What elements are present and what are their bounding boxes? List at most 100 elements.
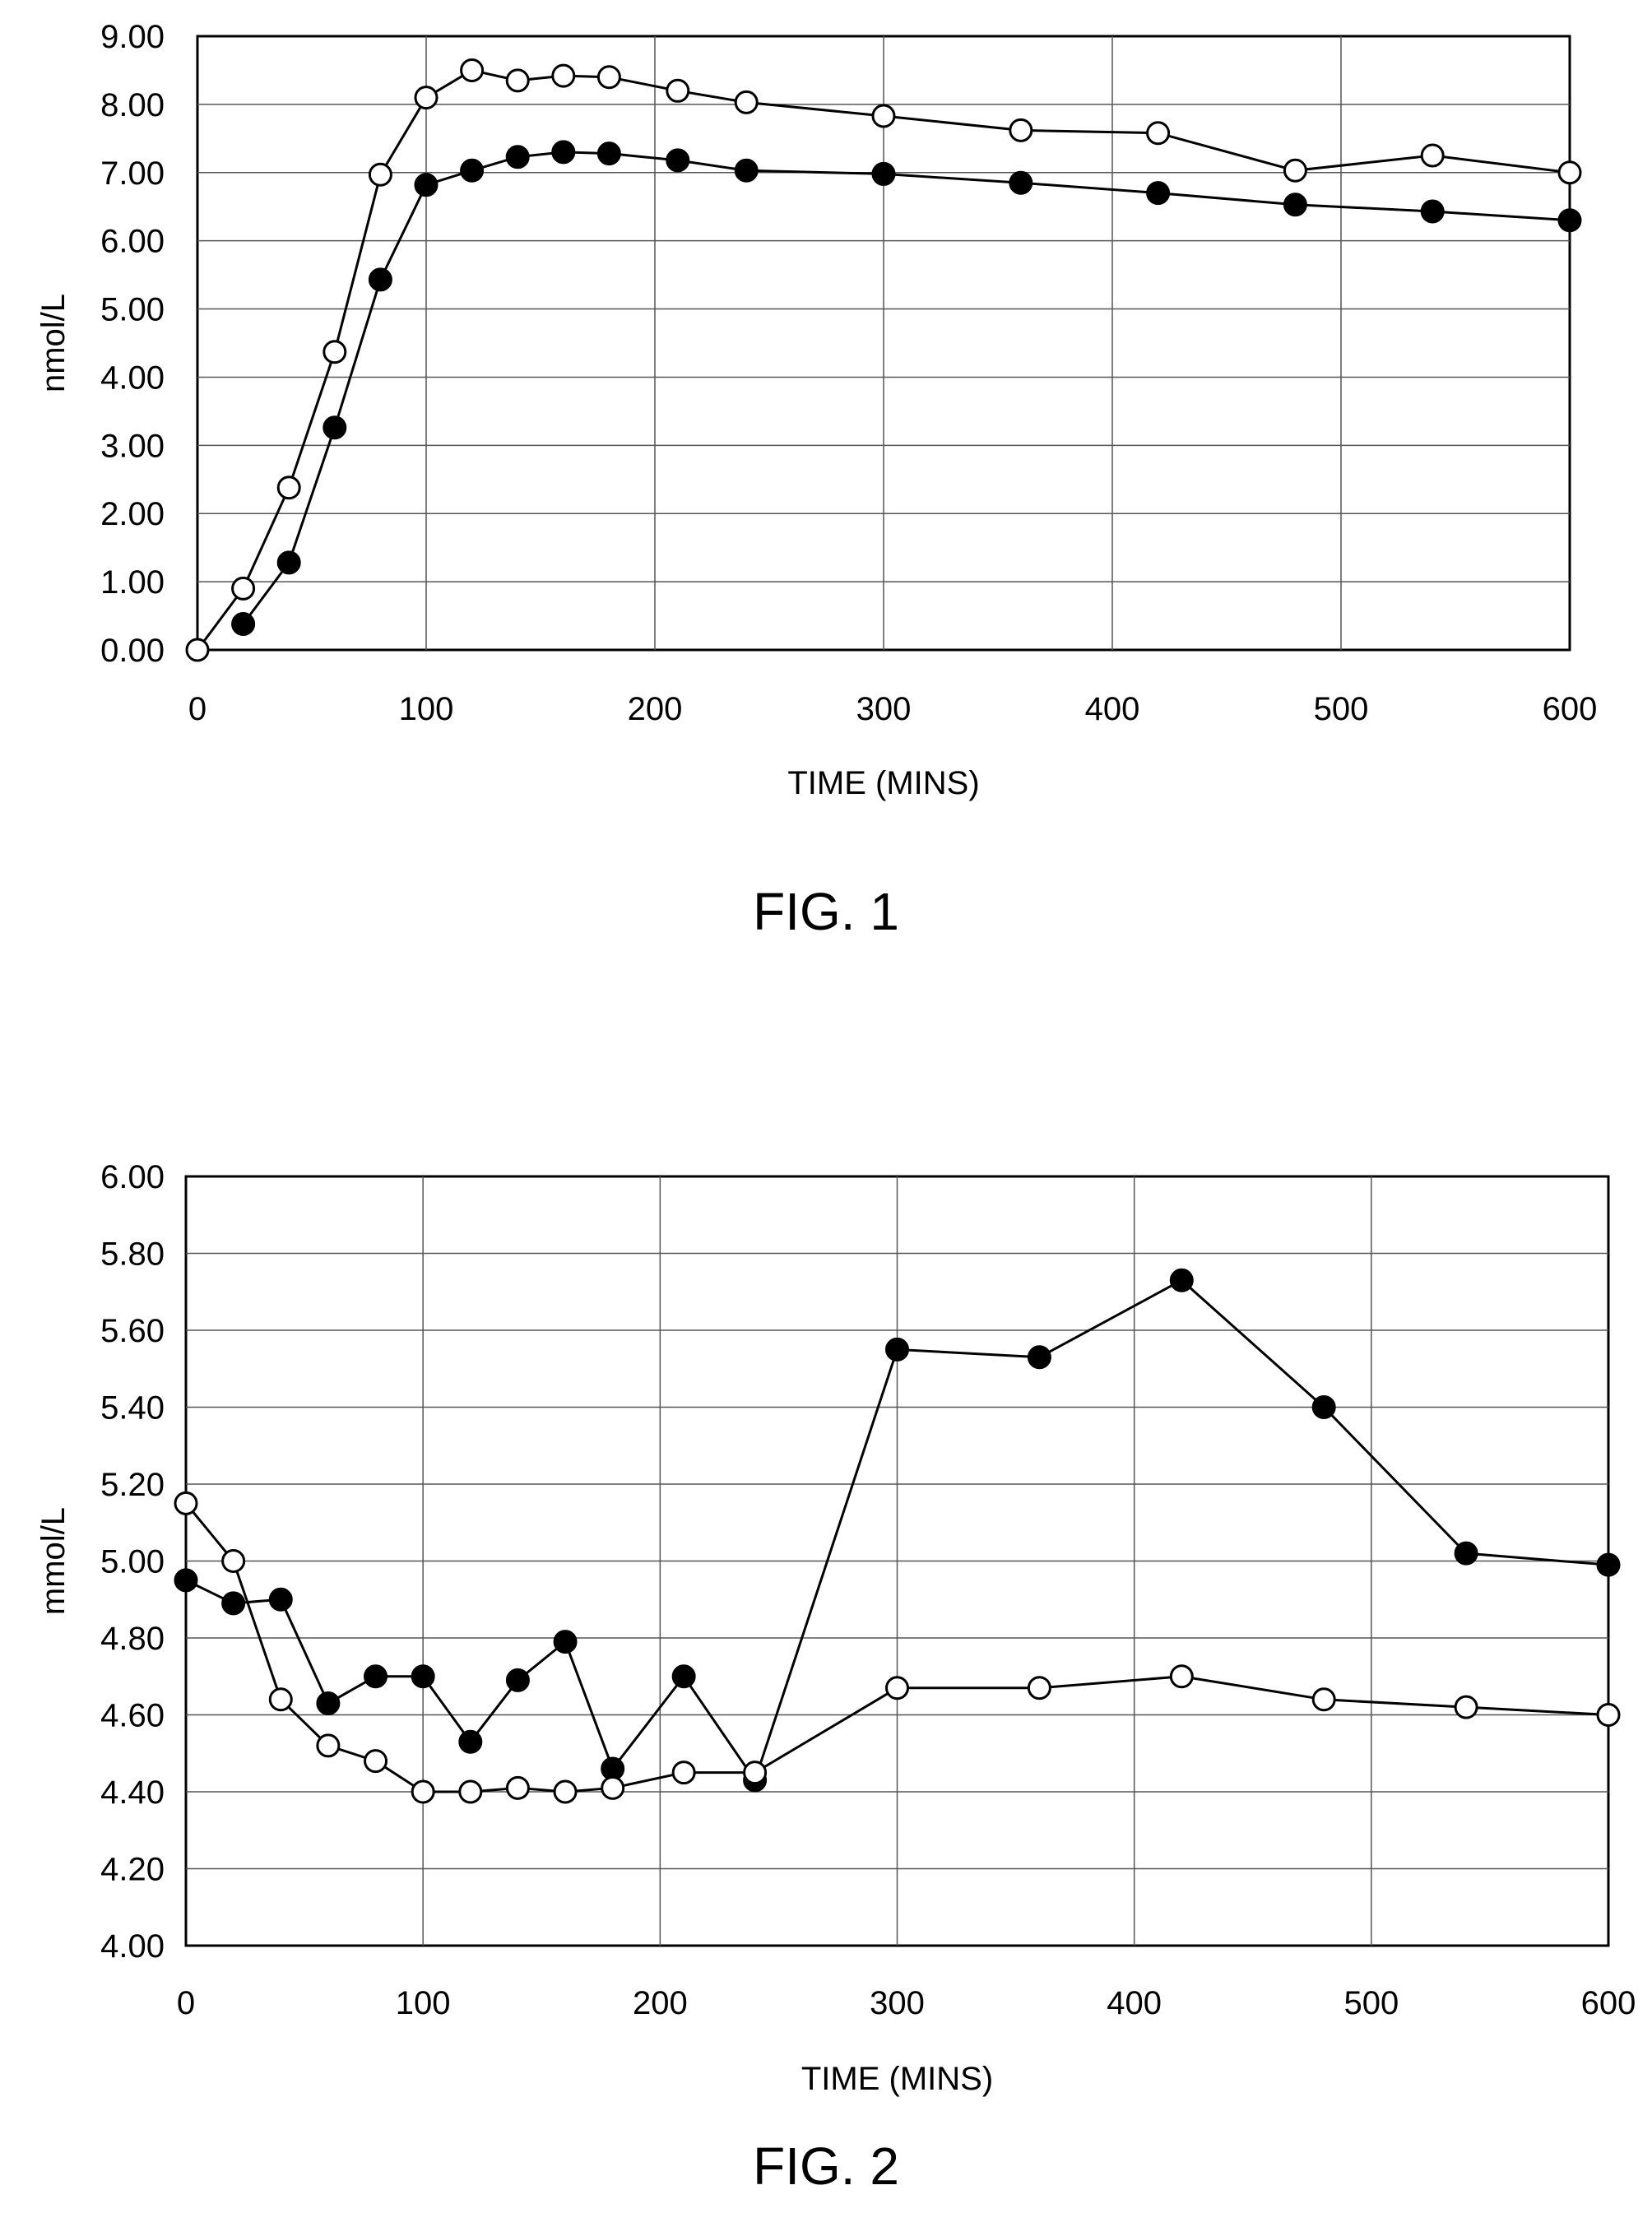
fig1-x-tick-label: 500 xyxy=(1314,691,1369,727)
fig1-filled-point xyxy=(276,550,301,575)
fig1-open-point xyxy=(185,638,210,662)
fig2-x-tick-label: 300 xyxy=(870,1985,925,2021)
fig1-filled-point xyxy=(871,161,896,186)
fig2-filled-point xyxy=(221,1591,246,1616)
fig1-y-tick-label: 1.00 xyxy=(100,564,165,601)
fig1-open-point xyxy=(1009,118,1033,142)
fig1-open-point xyxy=(505,68,530,93)
fig2-x-tick-label: 200 xyxy=(633,1985,688,2021)
fig1-open-point xyxy=(368,162,392,187)
fig2-open-point xyxy=(505,1775,530,1800)
fig2-open-point xyxy=(1311,1687,1336,1712)
fig1-caption: FIG. 1 xyxy=(753,882,899,941)
fig1-filled-point xyxy=(414,173,439,197)
fig2-y-tick-label: 5.60 xyxy=(100,1313,165,1349)
fig2-filled-point xyxy=(1311,1395,1336,1419)
fig1-x-tick-label: 400 xyxy=(1085,691,1140,727)
fig1-series-open-line xyxy=(196,68,1571,651)
fig2-open-point xyxy=(458,1779,483,1804)
fig1-y-tick-label: 5.00 xyxy=(100,292,165,328)
fig1-filled-point xyxy=(596,142,621,166)
fig1-open-point xyxy=(666,78,690,103)
fig2-open-point xyxy=(316,1733,341,1758)
fig1-y-tick-label: 0.00 xyxy=(100,633,165,669)
fig1-y-tick-label: 9.00 xyxy=(100,19,165,55)
fig2-y-tick-label: 4.20 xyxy=(100,1852,165,1888)
fig2-open-point xyxy=(743,1761,768,1785)
fig2-x-tick-label: 0 xyxy=(177,1985,195,2021)
fig1-open-point xyxy=(231,576,256,601)
fig1-filled-point xyxy=(323,415,347,440)
fig1-open-point xyxy=(1420,143,1445,168)
fig1-open-point xyxy=(460,58,485,82)
fig2-y-tick-label: 5.40 xyxy=(100,1390,165,1427)
fig1-open-point xyxy=(871,104,896,128)
fig2-open-point xyxy=(1169,1664,1194,1689)
fig1-filled-point xyxy=(460,158,485,183)
fig1-x-tick-label: 300 xyxy=(856,691,912,727)
fig2-y-tick-label: 4.60 xyxy=(100,1698,165,1734)
fig1-open-point xyxy=(323,340,347,364)
fig1-filled-point xyxy=(734,158,759,183)
fig2-filled-point xyxy=(885,1337,909,1362)
fig1-open-point xyxy=(1283,158,1307,183)
fig1-x-tick-label: 600 xyxy=(1543,691,1598,727)
fig2-filled-point xyxy=(1596,1552,1621,1577)
fig2-open-point xyxy=(1596,1703,1621,1727)
fig2-open-point xyxy=(1454,1695,1478,1719)
fig1-filled-point xyxy=(1420,199,1445,224)
fig2-filled-point xyxy=(174,1568,198,1593)
fig1-y-tick-label: 6.00 xyxy=(100,224,165,260)
fig1-y-tick-label: 2.00 xyxy=(100,496,165,532)
fig1-filled-point xyxy=(505,145,530,169)
fig2-filled-point xyxy=(553,1630,578,1654)
fig2-open-point xyxy=(885,1676,909,1700)
fig1-x-tick-label: 100 xyxy=(399,691,454,727)
fig1-filled-point xyxy=(551,140,576,165)
fig1-y-axis-title: nmol/L xyxy=(35,294,72,392)
fig2-y-tick-label: 4.00 xyxy=(100,1928,165,1965)
fig1-x-tick-label: 0 xyxy=(188,691,206,727)
fig1-open-point xyxy=(414,86,439,110)
fig2-open-point xyxy=(601,1775,625,1800)
fig2-filled-point xyxy=(458,1729,483,1754)
fig2-y-tick-label: 5.80 xyxy=(100,1236,165,1273)
fig2-open-point xyxy=(174,1491,198,1515)
fig2-open-point xyxy=(364,1749,388,1774)
fig2-open-point xyxy=(221,1549,246,1573)
fig1-open-point xyxy=(596,65,621,90)
fig1-open-point xyxy=(276,476,301,500)
fig2-open-point xyxy=(671,1761,696,1785)
fig2-x-tick-label: 500 xyxy=(1343,1985,1399,2021)
fig2-y-tick-label: 5.00 xyxy=(100,1544,165,1580)
fig2-open-point xyxy=(553,1779,578,1804)
fig2-y-tick-label: 4.40 xyxy=(100,1775,165,1811)
fig1-filled-point xyxy=(666,148,690,173)
fig2-x-axis-title: TIME (MINS) xyxy=(801,2061,993,2097)
fig2-series-filled-line xyxy=(185,1278,1609,1784)
fig1-open-point xyxy=(1146,121,1171,146)
fig2-chart: 4.00 4.20 4.40 4.60 4.80 5.00 5.20 5.40 5.60 5.80… xyxy=(35,1159,1636,2196)
fig2-y-tick-label: 4.80 xyxy=(100,1621,165,1657)
fig2-y-tick-label: 5.20 xyxy=(100,1467,165,1503)
fig1-filled-point xyxy=(1146,181,1171,206)
fig1-y-tick-label: 3.00 xyxy=(100,428,165,464)
fig2-filled-point xyxy=(316,1691,341,1715)
fig2-open-point xyxy=(268,1687,293,1712)
fig2-x-tick-label: 400 xyxy=(1107,1985,1162,2021)
fig1-filled-point xyxy=(1283,193,1307,217)
fig1-filled-point xyxy=(1009,170,1033,195)
fig2-y-tick-label: 6.00 xyxy=(100,1159,165,1195)
fig2-filled-point xyxy=(364,1664,388,1689)
fig1-filled-point xyxy=(1557,208,1582,233)
fig2-open-point xyxy=(1027,1676,1051,1700)
fig2-filled-point xyxy=(671,1664,696,1689)
fig1-x-axis-title: TIME (MINS) xyxy=(787,765,979,801)
fig1-filled-point xyxy=(368,267,392,292)
fig2-x-tick-label: 100 xyxy=(396,1985,451,2021)
fig1-x-tick-label: 200 xyxy=(628,691,683,727)
fig1-filled-point xyxy=(231,612,256,637)
fig2-filled-point xyxy=(505,1668,530,1692)
